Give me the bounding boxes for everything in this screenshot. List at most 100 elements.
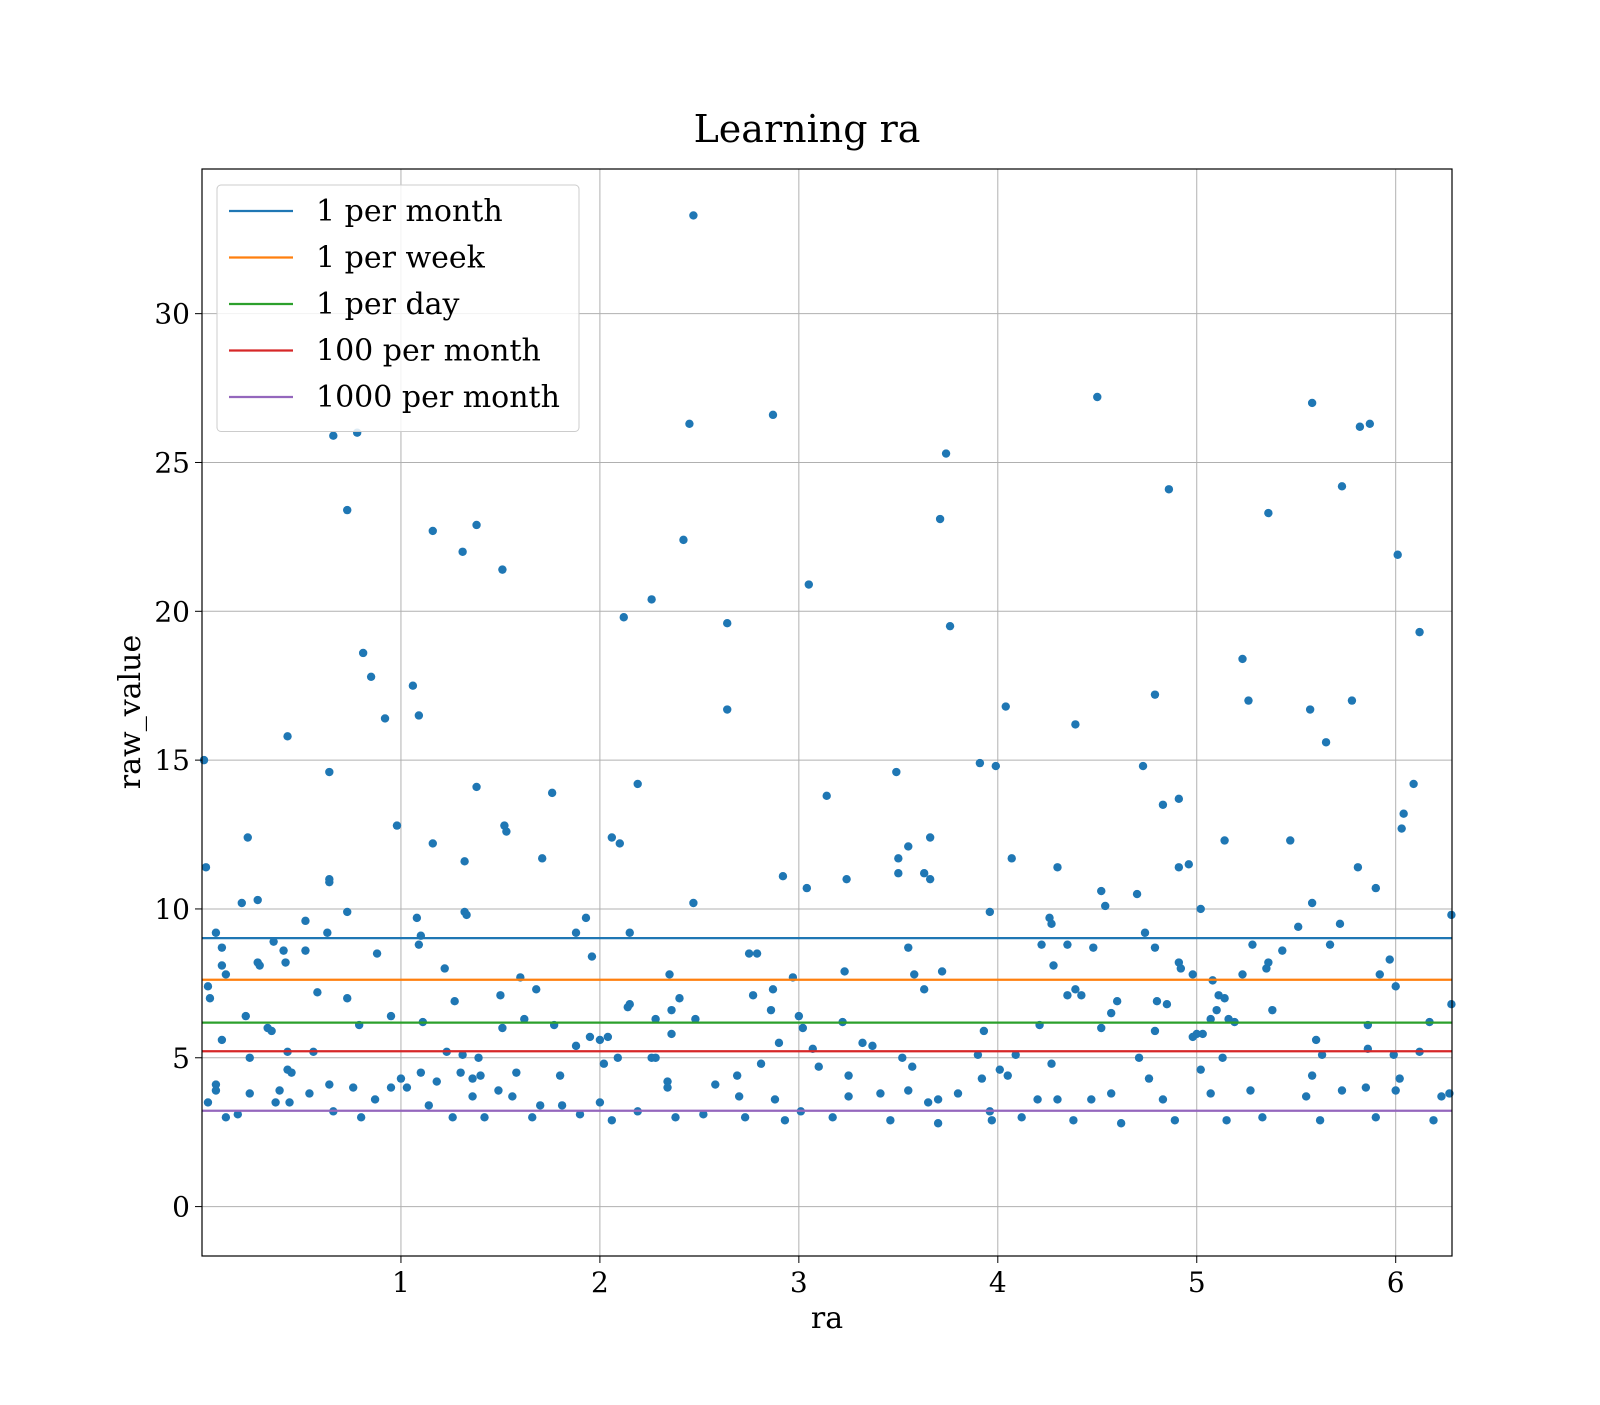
data-point bbox=[822, 791, 831, 801]
legend: 1 per month 1 per week 1 per day 100 per mo… bbox=[216, 184, 580, 432]
data-point bbox=[323, 928, 332, 937]
data-point bbox=[396, 1074, 406, 1083]
data-point bbox=[1238, 654, 1247, 664]
data-point bbox=[675, 994, 684, 1003]
data-point bbox=[325, 877, 334, 887]
data-point bbox=[1150, 1026, 1160, 1036]
data-point bbox=[555, 1071, 565, 1080]
data-point bbox=[285, 1098, 294, 1107]
data-point bbox=[1093, 392, 1102, 402]
data-point bbox=[458, 547, 467, 556]
x-tick-label: 3 bbox=[790, 1266, 808, 1299]
data-point bbox=[301, 946, 310, 955]
data-point bbox=[386, 1011, 396, 1021]
data-point bbox=[414, 940, 424, 949]
data-point bbox=[1206, 1089, 1215, 1098]
data-point bbox=[858, 1038, 867, 1048]
data-point bbox=[349, 1083, 358, 1092]
data-point bbox=[689, 898, 698, 908]
data-point bbox=[1047, 1059, 1056, 1068]
data-point bbox=[474, 1053, 483, 1062]
data-point bbox=[1097, 1023, 1106, 1033]
data-point bbox=[740, 1113, 750, 1122]
data-point bbox=[798, 1023, 808, 1033]
data-point bbox=[1071, 720, 1080, 729]
data-point bbox=[536, 1101, 545, 1110]
data-point bbox=[528, 1113, 537, 1122]
data-point bbox=[325, 1080, 334, 1089]
data-point bbox=[1212, 1005, 1221, 1015]
data-point bbox=[412, 913, 422, 923]
data-point bbox=[508, 1092, 517, 1101]
data-point bbox=[633, 779, 642, 789]
data-point bbox=[203, 982, 213, 991]
data-point bbox=[898, 1053, 907, 1062]
data-point bbox=[933, 1095, 943, 1104]
data-point bbox=[647, 595, 656, 604]
data-point bbox=[1063, 991, 1072, 1000]
chart-title: Learning ra bbox=[694, 107, 921, 151]
data-point bbox=[1389, 1050, 1398, 1059]
data-point bbox=[1353, 863, 1363, 872]
data-point bbox=[221, 1113, 231, 1122]
data-point bbox=[1286, 836, 1295, 845]
data-point bbox=[1069, 1116, 1078, 1125]
data-point bbox=[372, 949, 382, 958]
y-axis-label: raw_value bbox=[113, 635, 148, 789]
x-tick-label: 1 bbox=[392, 1266, 410, 1299]
data-point bbox=[1037, 940, 1046, 949]
data-point bbox=[667, 1005, 676, 1015]
data-point bbox=[1409, 779, 1418, 789]
data-point bbox=[476, 1071, 485, 1080]
data-point bbox=[1089, 943, 1098, 952]
data-point bbox=[472, 782, 481, 792]
data-point bbox=[1188, 970, 1197, 979]
data-point bbox=[414, 711, 424, 720]
data-point bbox=[392, 821, 402, 830]
data-point bbox=[1220, 836, 1229, 845]
data-point bbox=[211, 1080, 221, 1089]
data-point bbox=[894, 854, 903, 863]
data-point bbox=[1355, 422, 1365, 431]
y-tick-label: 10 bbox=[154, 893, 190, 926]
data-point bbox=[380, 714, 390, 723]
data-point bbox=[1138, 761, 1148, 771]
data-point bbox=[460, 857, 469, 866]
data-point bbox=[1415, 627, 1424, 637]
data-point bbox=[625, 928, 634, 937]
data-point bbox=[432, 1077, 441, 1086]
data-point bbox=[1365, 419, 1375, 428]
data-point bbox=[679, 535, 688, 545]
data-point bbox=[1140, 928, 1150, 937]
data-point bbox=[894, 869, 903, 878]
data-point bbox=[1144, 1074, 1154, 1083]
data-point bbox=[1198, 1029, 1207, 1039]
data-point bbox=[571, 928, 581, 937]
data-point bbox=[520, 1014, 529, 1024]
data-point bbox=[575, 1110, 585, 1119]
data-point bbox=[458, 1050, 467, 1059]
data-point bbox=[691, 1014, 700, 1024]
data-point bbox=[935, 514, 945, 524]
data-point bbox=[287, 1068, 296, 1077]
data-point bbox=[814, 1062, 823, 1071]
data-point bbox=[599, 1059, 609, 1068]
data-point bbox=[991, 761, 1001, 771]
data-point bbox=[1391, 982, 1400, 991]
data-point bbox=[774, 1038, 784, 1048]
data-point bbox=[416, 1068, 426, 1077]
data-point bbox=[1174, 863, 1184, 872]
data-point bbox=[245, 1089, 254, 1098]
data-point bbox=[343, 505, 352, 515]
data-point bbox=[941, 449, 951, 458]
data-point bbox=[428, 839, 437, 848]
data-point bbox=[1007, 854, 1016, 863]
data-point bbox=[995, 1065, 1004, 1074]
data-point bbox=[462, 910, 471, 920]
data-point bbox=[892, 767, 901, 777]
data-point bbox=[945, 621, 955, 631]
data-point bbox=[1305, 705, 1315, 714]
data-point bbox=[1001, 702, 1010, 711]
data-point bbox=[665, 970, 674, 979]
data-point bbox=[456, 1068, 465, 1077]
